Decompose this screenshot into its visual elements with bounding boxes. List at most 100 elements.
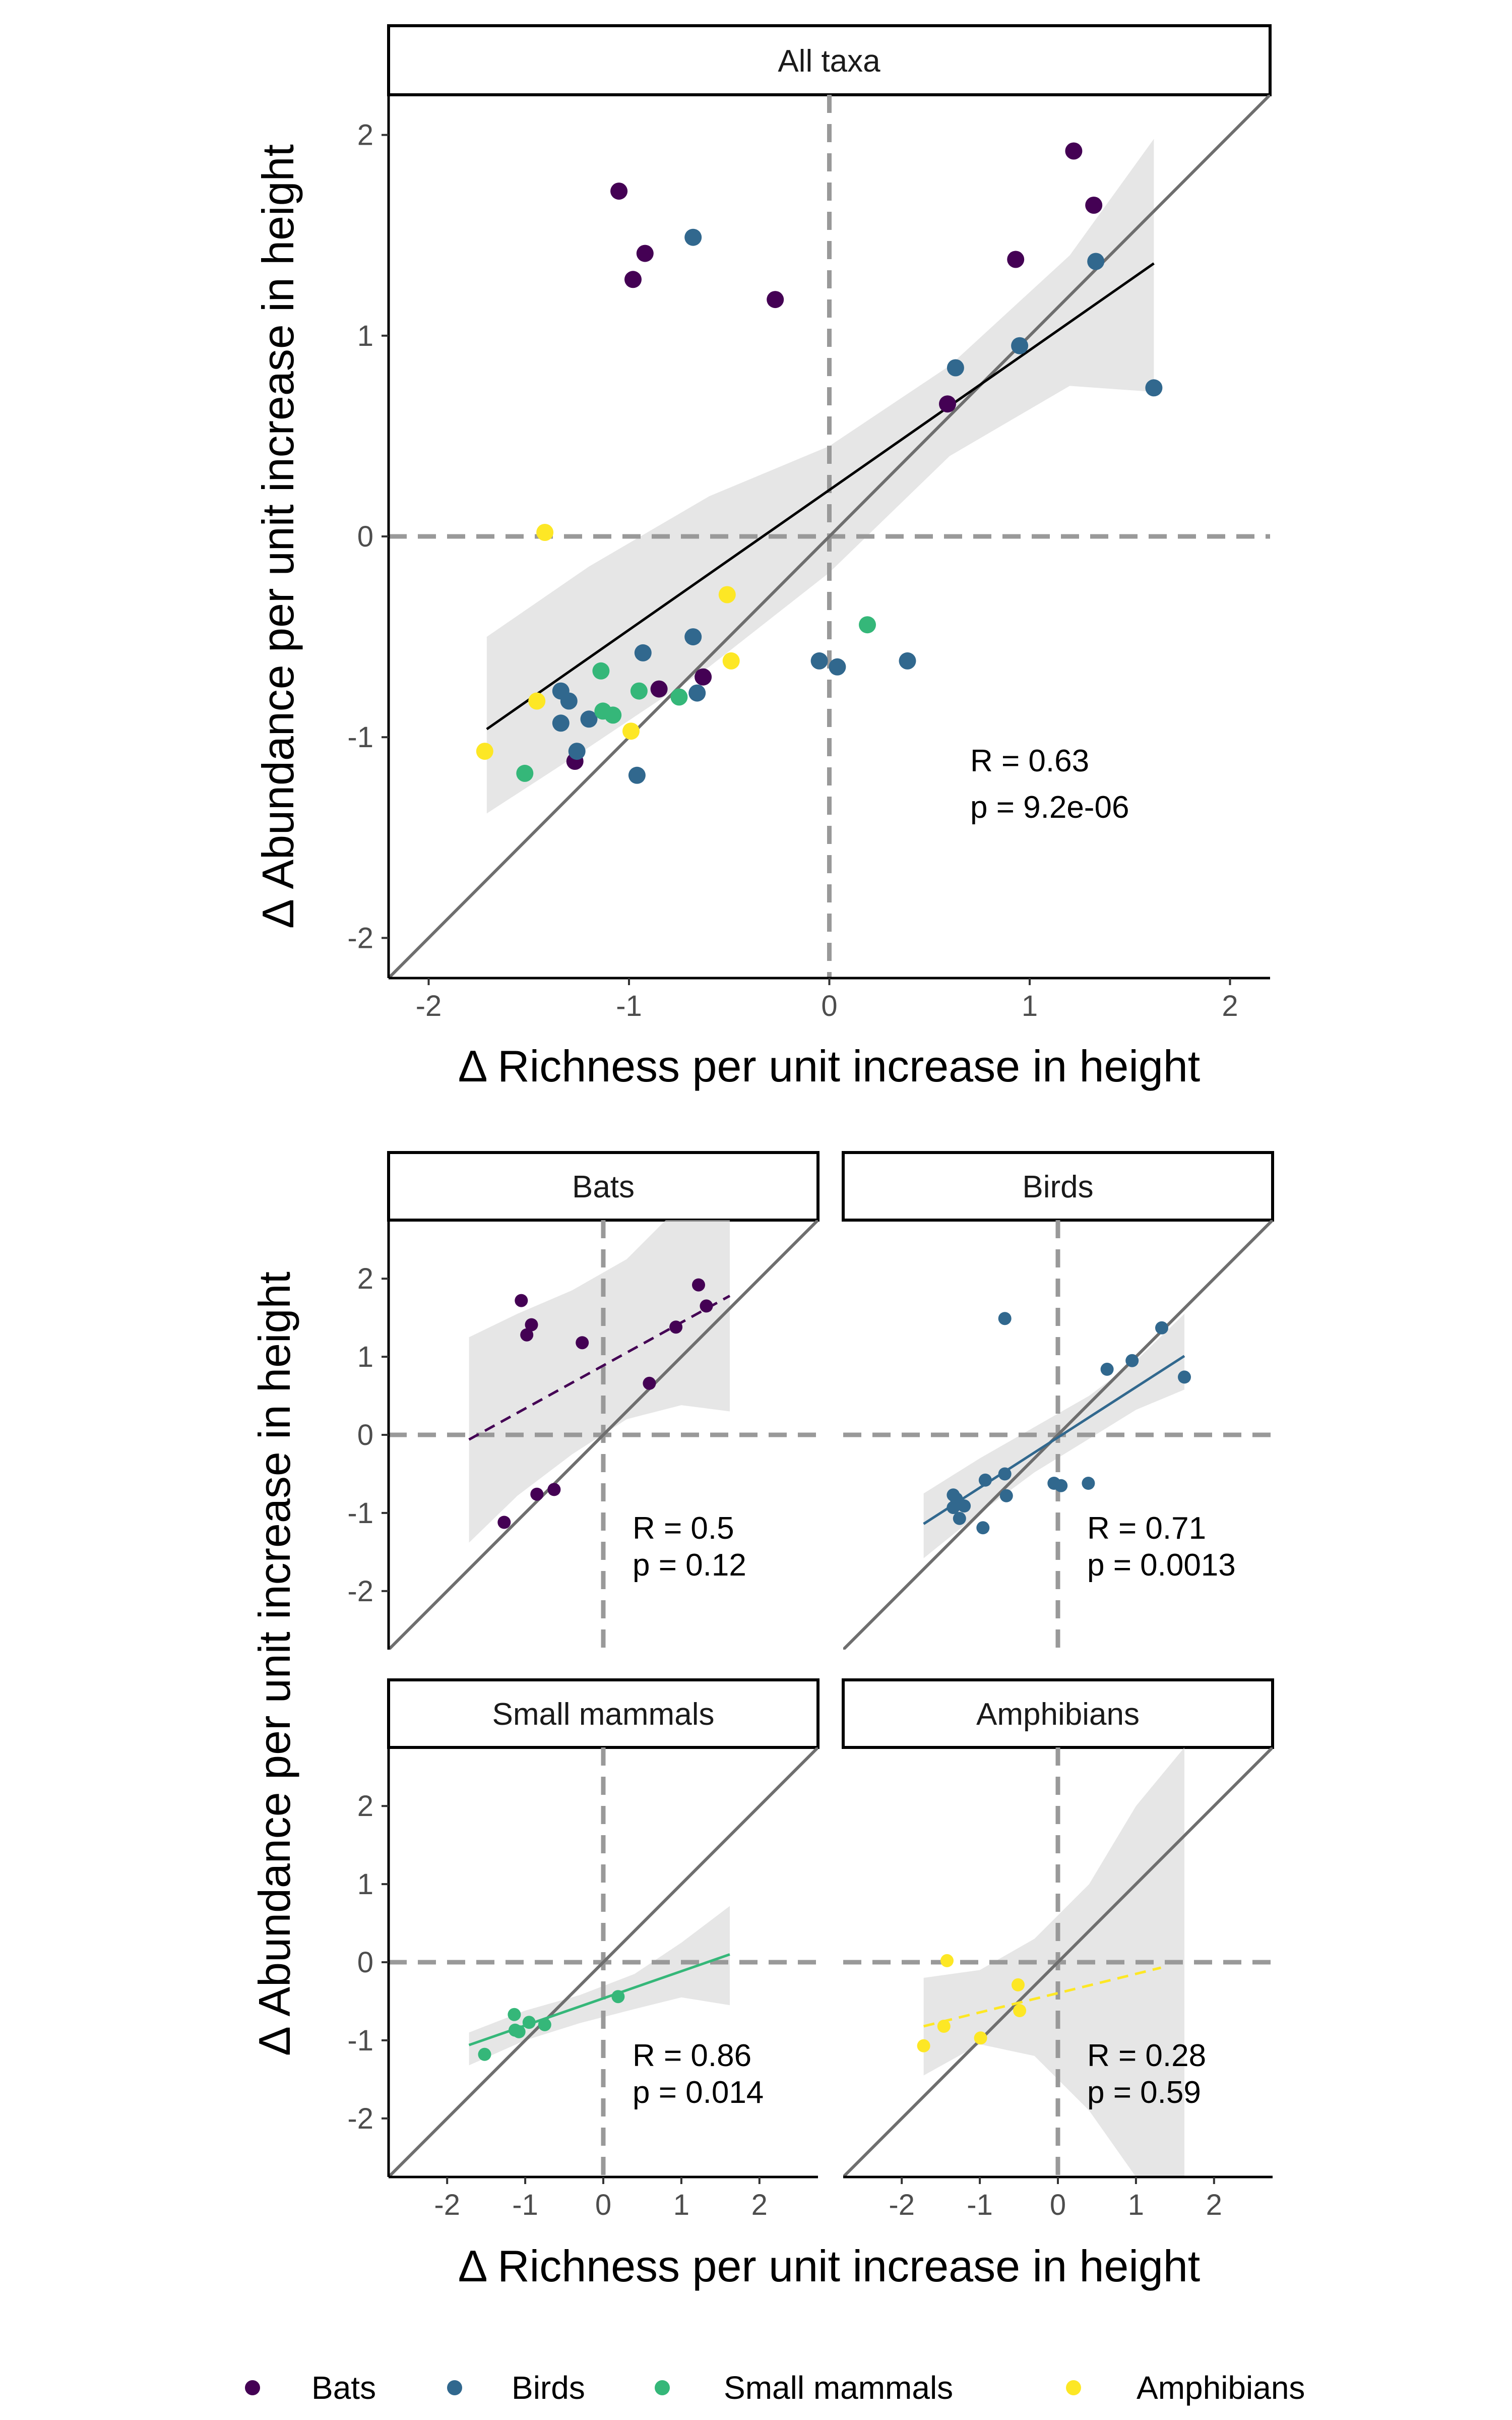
point-bats-all-taxa: [636, 245, 654, 262]
x-tick-label-all-taxa: 1: [1022, 990, 1038, 1022]
point-birds-all-taxa: [634, 644, 652, 661]
y-tick-label-bats: -2: [347, 1575, 373, 1608]
x-tick-label-small-mammals: -2: [434, 2189, 460, 2221]
identity-line-birds: [843, 1220, 1273, 1650]
point-bats-bats: [497, 1516, 511, 1529]
r-value-small-mammals: R = 0.86: [633, 2038, 751, 2073]
y-tick-label-bats: -1: [347, 1497, 373, 1530]
x-tick-label-amphibians: 1: [1128, 2189, 1144, 2221]
point-bats-bats: [515, 1294, 528, 1307]
identity-line-small-mammals: [389, 1747, 818, 2177]
panel-small-mammals: Small mammals -2 -1 0 1 2 -2 -1 0 1 2 R = 0.86 p …: [347, 1678, 820, 2221]
point-birds-all-taxa: [684, 228, 702, 246]
point-birds-all-taxa: [552, 714, 570, 732]
panel-amphibians: Amphibians -2 -1 0 1 2 R = 0.28 p = 0.59: [842, 1678, 1274, 2221]
point-birds-all-taxa: [1087, 253, 1105, 270]
point-birds-all-taxa: [947, 359, 964, 377]
legend-label-amphibians: Amphibians: [1137, 2370, 1305, 2406]
x-tick-label-all-taxa: -1: [616, 990, 642, 1022]
point-birds-birds: [953, 1511, 966, 1525]
legend-item-birds: Birds: [447, 2370, 585, 2406]
legend: Bats Birds Small mammals Amphibians: [245, 2370, 1305, 2406]
y-tick-label-all-taxa: -1: [347, 721, 373, 754]
plot-area-bats: [389, 1220, 818, 1650]
legend-item-amphibians: Amphibians: [1066, 2370, 1305, 2406]
y-tick-label-bats: 1: [357, 1341, 373, 1373]
point-amphibians-all-taxa: [528, 692, 546, 710]
point-small-mammals-all-taxa: [604, 706, 622, 724]
point-birds-all-taxa: [899, 652, 916, 670]
r-value-all-taxa: R = 0.63: [970, 744, 1089, 778]
strip-label-amphibians: Amphibians: [976, 1697, 1140, 1732]
point-birds-birds: [998, 1467, 1012, 1481]
point-bats-bats: [576, 1336, 589, 1350]
plot-area-amphibians: [843, 1747, 1273, 2177]
identity-line-bats: [389, 1220, 818, 1650]
legend-key-bats: [245, 2380, 260, 2395]
point-birds-all-taxa: [560, 692, 578, 710]
point-bats-bats: [692, 1278, 705, 1292]
regression-line-bats: [468, 1295, 731, 1441]
y-tick-label-bats: 2: [357, 1262, 373, 1295]
y-axis-title-bottom: Δ Abundance per unit increase in height: [249, 1272, 299, 2056]
ticks-small-mammals: -2 -1 0 1 2 -2 -1 0 1 2: [347, 1790, 768, 2221]
point-birds-birds: [958, 1499, 971, 1512]
point-bats-all-taxa: [695, 668, 712, 686]
p-value-small-mammals: p = 0.014: [633, 2075, 764, 2110]
point-amphibians-all-taxa: [722, 652, 740, 670]
point-small-mammals-all-taxa: [859, 616, 876, 634]
point-bats-all-taxa: [624, 271, 642, 288]
plot-area-birds: [843, 1220, 1273, 1650]
point-birds-birds: [976, 1521, 990, 1535]
legend-label-birds: Birds: [512, 2370, 585, 2406]
point-birds-all-taxa: [1011, 337, 1029, 354]
y-tick-label-small-mammals: 0: [357, 1946, 373, 1979]
point-birds-birds: [947, 1501, 960, 1515]
x-tick-label-amphibians: 0: [1050, 2189, 1066, 2221]
x-tick-label-amphibians: -2: [889, 2189, 915, 2221]
point-bats-all-taxa: [767, 291, 784, 309]
point-amphibians-amphibians: [1012, 1978, 1025, 1991]
legend-label-small-mammals: Small mammals: [724, 2370, 953, 2406]
identity-line-all-taxa: [389, 95, 1270, 978]
point-birds-birds: [1082, 1477, 1095, 1490]
legend-key-birds: [447, 2380, 462, 2395]
point-birds-birds: [998, 1312, 1012, 1325]
point-amphibians-amphibians: [940, 1954, 954, 1967]
p-value-all-taxa: p = 9.2e-06: [970, 790, 1129, 825]
y-tick-label-small-mammals: 2: [357, 1790, 373, 1823]
point-bats-all-taxa: [1007, 251, 1025, 268]
point-bats-all-taxa: [1085, 197, 1103, 214]
plot-area-small-mammals: [389, 1747, 818, 2177]
point-birds-all-taxa: [1145, 379, 1163, 397]
ticks-amphibians: -2 -1 0 1 2: [889, 2177, 1222, 2221]
x-tick-label-all-taxa: -2: [416, 990, 442, 1022]
point-birds-all-taxa: [829, 658, 846, 676]
legend-key-small-mammals: [655, 2380, 670, 2395]
confidence-band-bats: [469, 1220, 730, 1543]
panel-all-taxa: All taxa -2 -1 0 1 2 -2 -1 0 1 2 R = 0.63 p = 9.2…: [253, 24, 1272, 1091]
x-tick-label-all-taxa: 2: [1222, 990, 1238, 1022]
y-tick-label-small-mammals: -2: [347, 2102, 373, 2135]
legend-key-amphibians: [1066, 2380, 1081, 2395]
point-amphibians-all-taxa: [536, 524, 554, 541]
ticks-all-taxa: -2 -1 0 1 2 -2 -1 0 1 2: [347, 119, 1238, 1022]
point-small-mammals-small-mammals: [611, 1990, 625, 2004]
plot-area-all-taxa: [389, 95, 1270, 978]
point-bats-bats: [669, 1320, 683, 1334]
point-bats-bats: [547, 1483, 561, 1496]
x-tick-label-amphibians: -1: [967, 2189, 993, 2221]
point-small-mammals-all-taxa: [630, 682, 648, 700]
stats-annotation-all-taxa: R = 0.63 p = 9.2e-06: [970, 744, 1129, 825]
strip-all-taxa: [387, 24, 1272, 96]
x-tick-label-small-mammals: 1: [673, 2189, 689, 2221]
regression-line-birds: [923, 1355, 1185, 1525]
point-bats-bats: [530, 1487, 544, 1501]
strip-label-all-taxa: All taxa: [778, 44, 880, 79]
strip-birds: [842, 1151, 1274, 1222]
y-tick-label-small-mammals: 1: [357, 1868, 373, 1901]
point-small-mammals-all-taxa: [670, 688, 688, 706]
x-tick-label-small-mammals: -1: [512, 2189, 538, 2221]
strip-label-birds: Birds: [1022, 1170, 1093, 1204]
y-tick-label-all-taxa: 0: [357, 520, 373, 553]
